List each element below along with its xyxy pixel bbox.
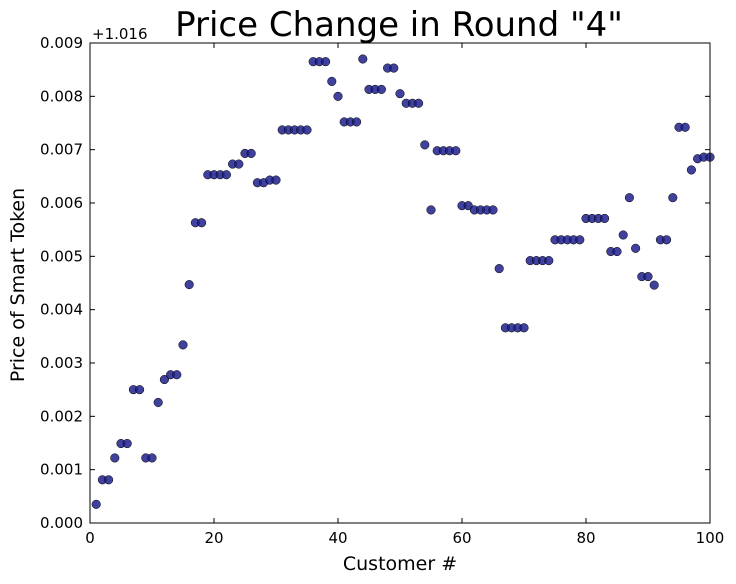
data-point: [221, 170, 231, 180]
data-point: [135, 385, 145, 395]
data-point: [159, 374, 169, 385]
data-point: [420, 140, 430, 150]
data-point: [389, 63, 399, 73]
data-point: [612, 246, 622, 257]
data-point: [327, 76, 337, 86]
data-point: [395, 89, 405, 99]
data-point: [662, 235, 672, 245]
data-point: [680, 122, 690, 132]
data-point: [321, 57, 331, 67]
x-tick-label: 40: [328, 529, 347, 547]
y-tick-label: 0.009: [40, 34, 83, 52]
data-point: [600, 213, 610, 224]
y-tick-label: 0.008: [40, 87, 83, 105]
data-point: [643, 272, 653, 282]
data-point: [178, 340, 188, 350]
x-tick-label: 100: [696, 529, 725, 547]
data-point: [234, 159, 244, 169]
data-point: [426, 205, 436, 215]
data-point: [197, 218, 207, 228]
data-point: [302, 125, 312, 135]
y-tick-label: 0.000: [40, 514, 83, 532]
data-point: [91, 499, 101, 509]
data-point: [544, 256, 554, 266]
data-point: [246, 148, 256, 158]
data-point: [376, 84, 386, 94]
data-point: [184, 280, 194, 290]
data-point: [153, 397, 163, 408]
data-point: [352, 117, 362, 127]
y-offset-label: +1.016: [92, 25, 148, 43]
data-point: [451, 146, 461, 156]
y-tick-label: 0.007: [40, 141, 83, 159]
data-point: [110, 453, 120, 463]
data-point: [271, 175, 281, 185]
data-point: [494, 264, 504, 274]
data-point: [631, 243, 641, 253]
y-tick-label: 0.005: [40, 247, 83, 265]
y-tick-label: 0.001: [40, 461, 83, 479]
x-tick-label: 60: [452, 529, 471, 547]
plot-frame: [89, 42, 711, 524]
y-tick-label: 0.006: [40, 194, 83, 212]
data-point: [333, 91, 343, 101]
data-point: [172, 370, 182, 380]
data-point: [668, 193, 678, 203]
data-point: [618, 230, 628, 240]
data-points: [91, 54, 715, 509]
data-point: [519, 323, 529, 333]
chart-title: Price Change in Round "4": [175, 5, 623, 45]
y-tick-label: 0.004: [40, 301, 83, 319]
x-axis-title: Customer #: [343, 553, 457, 575]
axis-ticks: 0 20 40 60 80 100 0.000 0.001 0.002 0.003 0.004 0.0…: [40, 34, 724, 547]
data-point: [686, 165, 696, 175]
data-point: [463, 201, 473, 211]
data-point: [414, 98, 424, 108]
data-point: [649, 280, 659, 290]
x-tick-label: 80: [576, 529, 595, 547]
data-point: [104, 475, 114, 485]
data-point: [575, 235, 585, 245]
data-point: [358, 54, 368, 64]
data-point: [624, 193, 634, 203]
data-point: [147, 453, 157, 463]
y-tick-label: 0.003: [40, 354, 83, 372]
x-tick-label: 20: [204, 529, 223, 547]
y-axis-title: Price of Smart Token: [7, 188, 29, 382]
data-point: [122, 438, 132, 449]
y-tick-label: 0.002: [40, 407, 83, 425]
x-tick-label: 0: [85, 529, 95, 547]
data-point: [488, 205, 498, 215]
